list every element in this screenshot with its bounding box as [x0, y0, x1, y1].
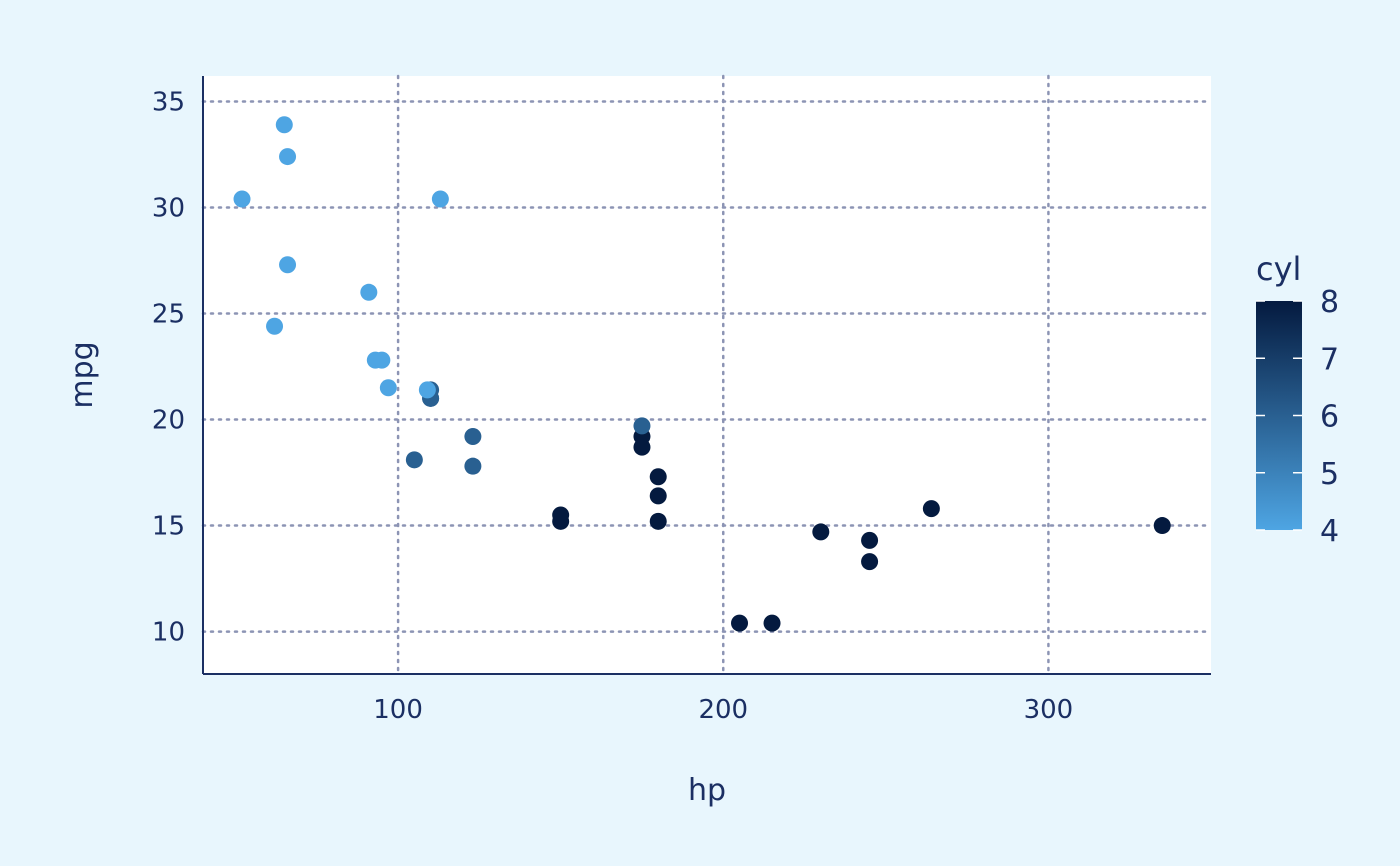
x-tick-label: 200 [698, 695, 748, 725]
y-axis-title: mpg [65, 341, 100, 408]
y-tick-label: 20 [152, 406, 185, 436]
data-point [1153, 517, 1171, 535]
data-point [279, 148, 297, 166]
legend-tick-label: 6 [1320, 400, 1339, 435]
x-tick-label: 300 [1024, 695, 1074, 725]
data-point [431, 190, 449, 208]
data-point [861, 531, 879, 549]
x-tick-label: 100 [373, 695, 423, 725]
data-point [418, 381, 436, 399]
y-tick-label: 25 [152, 300, 185, 330]
y-tick-label: 35 [152, 87, 185, 117]
data-point [233, 190, 251, 208]
data-point [552, 512, 570, 530]
legend-tick-label: 4 [1320, 514, 1339, 549]
gridlines [201, 74, 1213, 676]
legend-ticks: 4 5 6 7 8 [1256, 285, 1339, 549]
x-axis-title: hp [688, 773, 726, 808]
data-point [731, 614, 749, 632]
legend-tick-label: 8 [1320, 285, 1339, 320]
y-tick-label: 15 [152, 512, 185, 542]
data-point [649, 468, 667, 486]
data-point [763, 614, 781, 632]
y-tick-label: 10 [152, 618, 185, 648]
y-tick-label: 30 [152, 193, 185, 223]
data-point [379, 379, 397, 397]
data-point [373, 351, 391, 369]
data-points [233, 116, 1171, 632]
data-point [649, 512, 667, 530]
data-point [464, 427, 482, 445]
tick-labels: 10 15 20 25 30 35 100 200 300 [152, 87, 1073, 725]
data-point [812, 523, 830, 541]
data-point [633, 417, 651, 435]
data-point [266, 317, 284, 335]
data-point [922, 500, 940, 518]
legend-tick-label: 7 [1320, 342, 1339, 377]
data-point [360, 283, 378, 301]
data-point [649, 487, 667, 505]
data-point [464, 457, 482, 475]
legend-tick-label: 5 [1320, 457, 1339, 492]
color-legend: cyl 4 5 6 7 8 [1256, 250, 1339, 549]
data-point [861, 553, 879, 571]
data-point [275, 116, 293, 134]
data-point [279, 256, 297, 274]
legend-title: cyl [1256, 250, 1301, 288]
data-point [405, 451, 423, 469]
plot-panel [203, 76, 1211, 674]
